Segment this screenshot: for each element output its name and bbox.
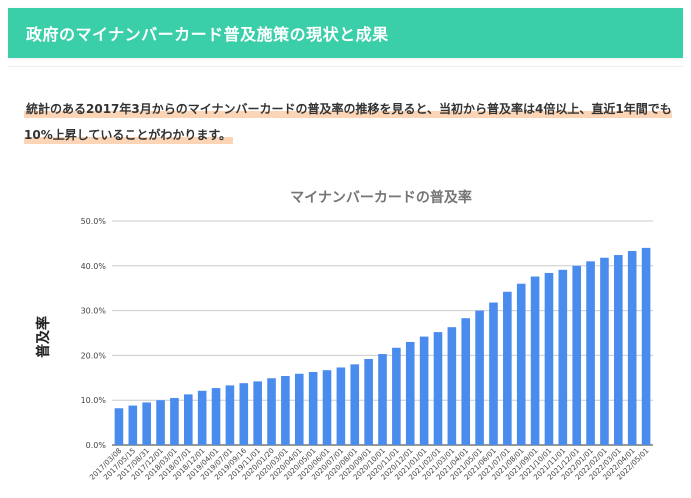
bar [156,400,165,445]
bar [225,385,235,445]
bar [516,283,526,445]
bar [572,265,582,445]
bar [627,251,637,445]
bar [308,371,318,445]
bar [197,390,207,445]
y-tick-label: 10.0% [81,396,107,405]
bar [142,402,151,445]
bar [641,247,651,445]
bar [281,376,290,445]
header-title: 政府のマイナンバーカード普及施策の現状と成果 [26,25,389,44]
header-divider [8,66,683,67]
bar [461,318,471,445]
bar [364,358,373,445]
bar [253,381,262,445]
bar [267,378,276,445]
bar [294,373,304,445]
bar-chart: マイナンバーカードの普及率 0.0% 10.0% 20.0% 30.0% 40.0% 50… [35,189,653,482]
bar [503,291,512,445]
bar [544,272,554,445]
bar [558,269,568,445]
bar [211,388,221,445]
y-tick-label: 20.0% [81,351,107,360]
chart-title: マイナンバーカードの普及率 [290,189,472,206]
bar [586,261,595,445]
bar [128,405,138,445]
chart-container: マイナンバーカードの普及率 0.0% 10.0% 20.0% 30.0% 40.0% 50… [0,175,691,498]
bar [336,367,346,445]
x-axis-ticks: 2017/03/082017/05/152017/08/312017/12/01… [88,446,651,482]
bar [433,332,443,445]
y-tick-label: 40.0% [81,262,107,271]
bar [378,354,387,445]
bar [419,336,429,445]
intro-text: 統計のある2017年3月からのマイナンバーカードの普及率の推移を見ると、当初から… [24,100,672,144]
bar [447,327,457,445]
bar [350,364,360,445]
bar [614,255,623,445]
y-tick-label: 30.0% [81,307,107,316]
y-axis-ticks: 0.0% 10.0% 20.0% 30.0% 40.0% 50.0% [81,217,107,450]
bar [405,341,415,445]
bar [475,310,484,445]
bar [239,383,249,445]
y-tick-label: 0.0% [86,441,107,450]
y-tick-label: 50.0% [81,217,107,226]
bar [114,408,124,445]
bar [530,276,540,445]
bar [392,347,401,445]
bar [183,394,193,445]
bar [489,302,498,445]
y-axis-label: 普及率 [35,316,52,358]
chart-bars [114,247,651,445]
bar [170,397,179,445]
section-header: 政府のマイナンバーカード普及施策の現状と成果 [8,8,683,58]
intro-paragraph: 統計のある2017年3月からのマイナンバーカードの普及率の推移を見ると、当初から… [24,96,674,148]
bar [600,257,609,445]
bar [322,370,332,445]
